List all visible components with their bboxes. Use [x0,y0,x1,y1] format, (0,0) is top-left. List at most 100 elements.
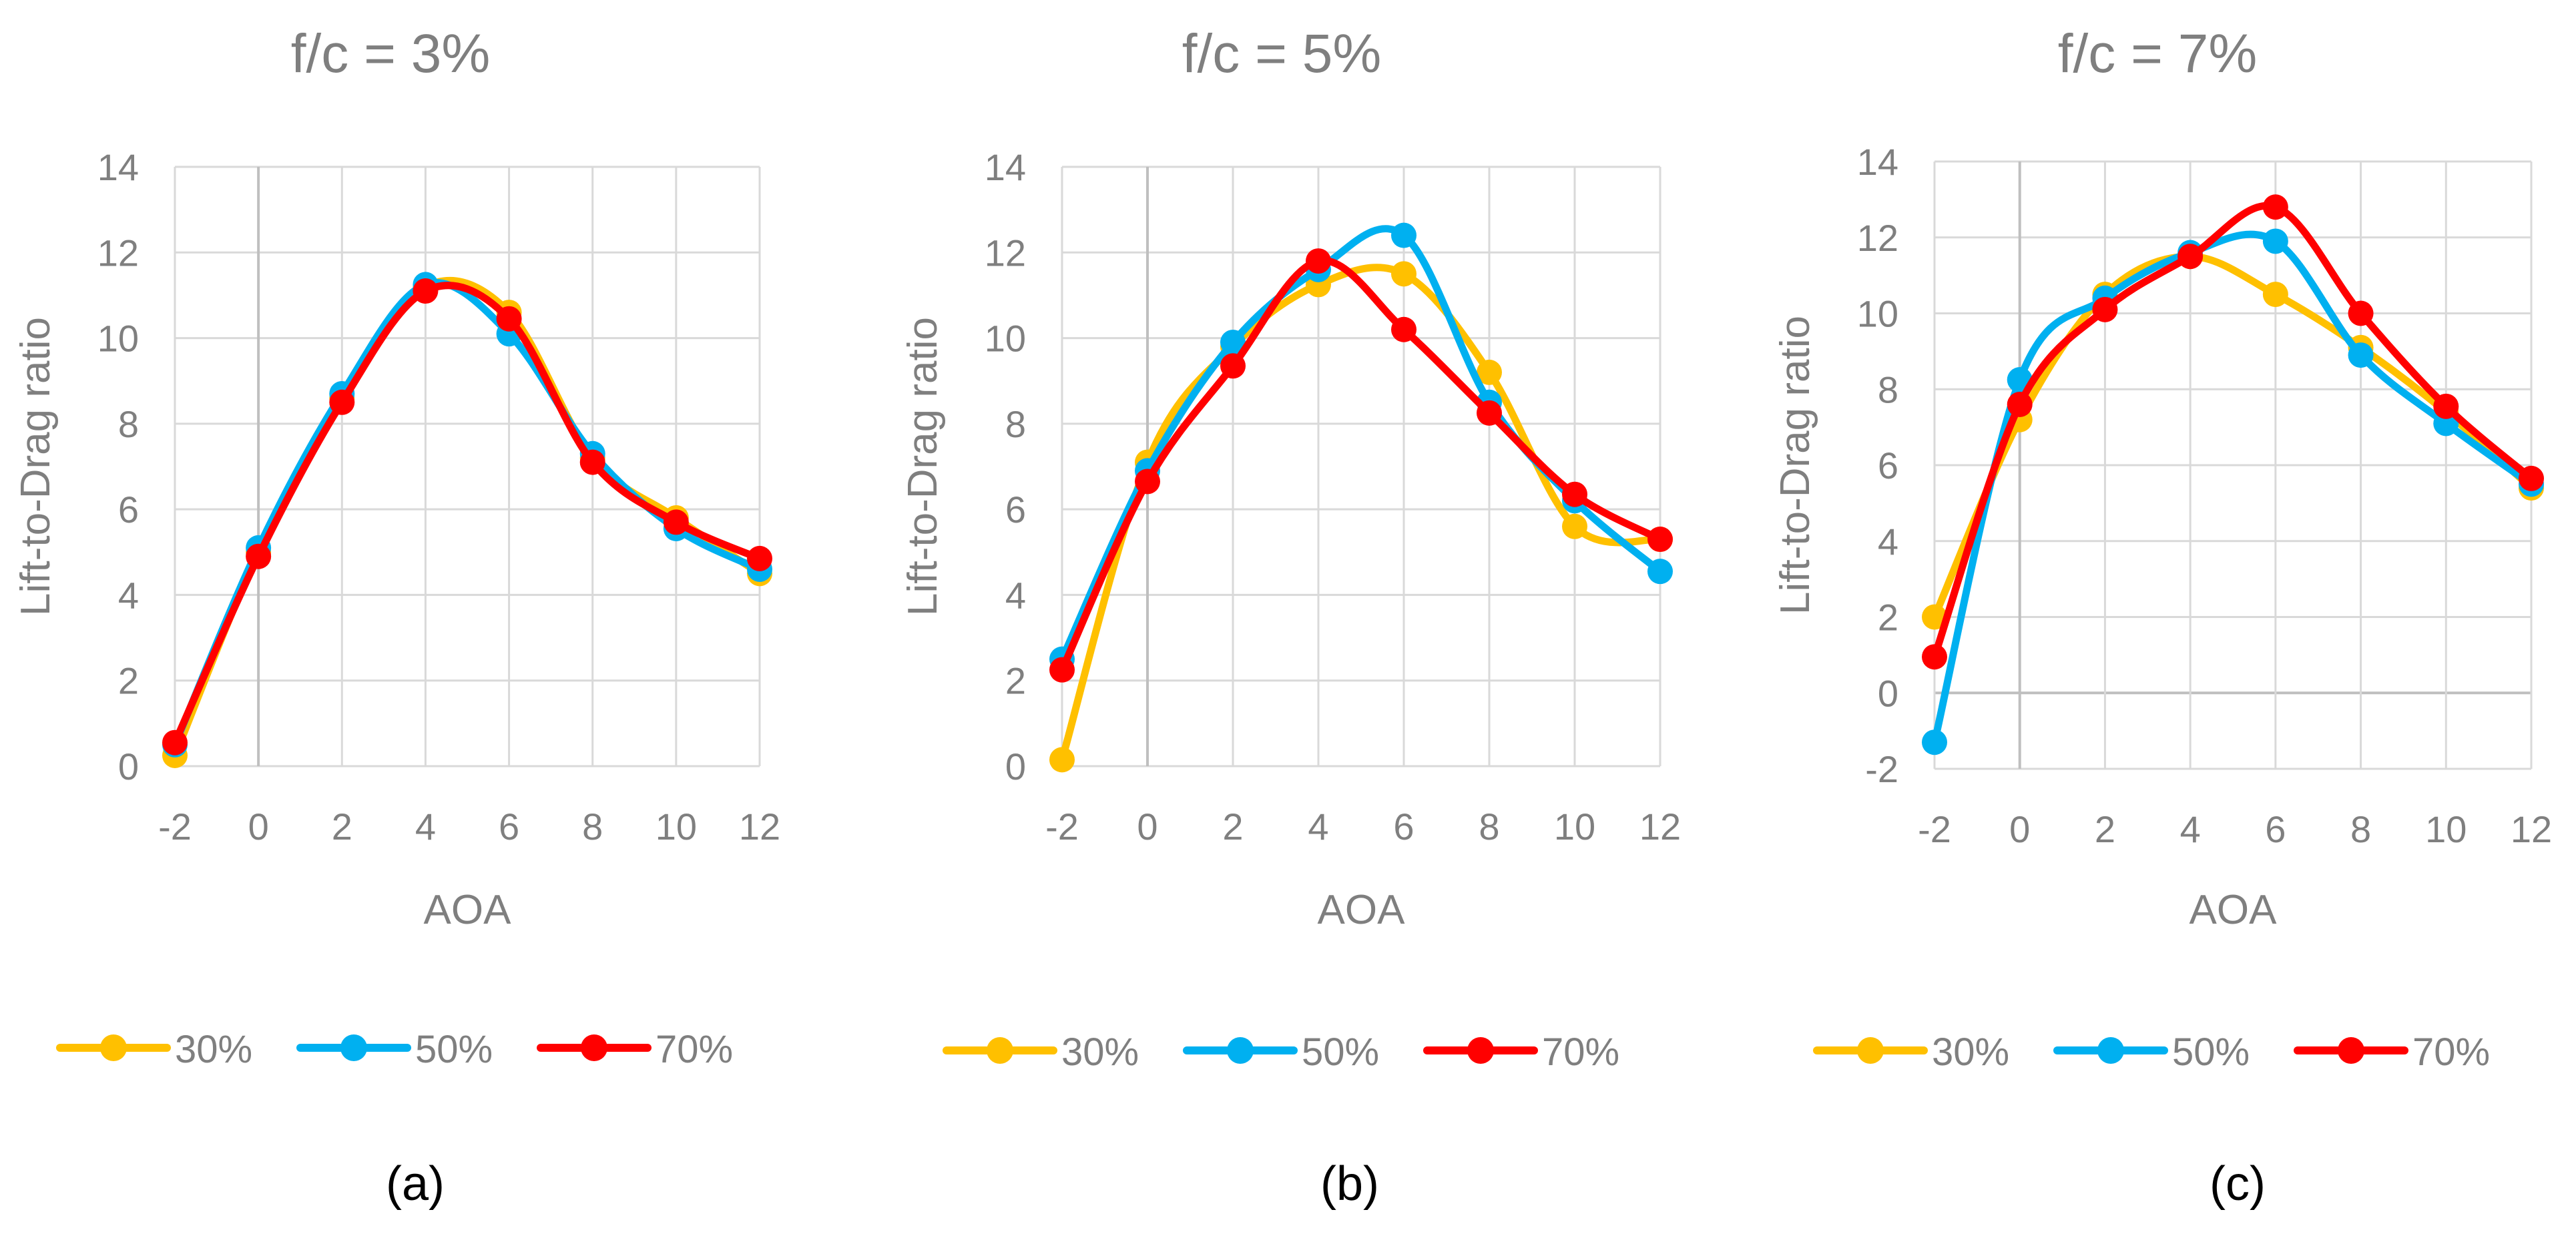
series-line-30 [1930,252,2535,621]
x-tick-label: 8 [1479,806,1499,848]
data-point-70 [413,278,439,304]
data-point-30 [1391,261,1416,287]
y-tick-label: 6 [118,489,139,531]
y-tick-label: 14 [985,146,1026,188]
legend-marker-70 [2338,1037,2364,1064]
x-tick-label: -2 [1918,808,1951,850]
y-tick-label: 10 [97,318,139,360]
data-point-30 [2262,282,2288,308]
x-tick-label: 6 [1393,806,1414,848]
y-tick-label: 14 [1857,141,1898,183]
legend-label: 30% [1061,1030,1139,1074]
x-tick-label: 12 [2511,808,2552,850]
x-tick-label: -2 [1045,806,1079,848]
y-tick-label: 0 [1878,672,1898,714]
x-tick-label: 4 [1308,806,1328,848]
legend-label: 70% [2412,1030,2490,1074]
legend-label: 50% [1302,1030,1379,1074]
data-point-50 [2262,228,2288,254]
x-tick-label: 0 [1137,806,1157,848]
data-point-70 [496,306,522,332]
legend-marker-30 [987,1037,1013,1064]
data-point-70 [2348,300,2374,326]
y-tick-label: 2 [1005,660,1026,702]
data-point-70 [663,509,689,535]
data-point-70 [2433,393,2459,419]
legend-label: 50% [2172,1030,2250,1074]
x-tick-label: 0 [2009,808,2030,850]
chart-panel-2: f/c = 5% 0 2 4 6 8 10 12 14 -2 0 2 4 6 8 10 12 AOA Lift-to… [900,23,1681,1211]
x-tick-label: 12 [1639,806,1681,848]
y-tick-label: 4 [118,574,139,616]
data-point-70 [1477,400,1502,426]
series-line-30 [1058,264,1664,763]
y-tick-label: 8 [118,403,139,445]
data-point-70 [2092,296,2118,322]
x-tick-label: 12 [739,806,780,848]
x-tick-label: 0 [248,806,269,848]
series-line-70 [1930,202,2535,661]
y-tick-label: 2 [118,660,139,702]
data-point-70 [1922,644,1947,670]
data-point-50 [1647,559,1673,585]
panel-label: (b) [1320,1157,1379,1211]
data-point-30 [1477,359,1502,385]
data-point-70 [1049,657,1075,683]
data-point-70 [1391,316,1416,342]
legend-marker-50 [340,1034,367,1061]
y-axis-label: Lift-to-Drag ratio [900,317,946,616]
y-tick-label: 8 [1005,403,1026,445]
data-point-50 [2348,342,2374,368]
x-tick-label: 2 [1222,806,1243,848]
y-tick-label: -2 [1865,748,1898,790]
data-point-70 [1306,248,1331,274]
legend-marker-30 [100,1034,127,1061]
y-tick-label: 0 [118,745,139,788]
data-point-70 [2262,194,2288,220]
data-point-70 [579,449,605,475]
data-point-70 [1220,353,1246,379]
legend-label: 30% [1932,1030,2009,1074]
chart-panel-3: f/c = 7% -2 0 2 4 6 8 10 12 14 -2 0 2 4 6 8 10 12 AOA Lift-… [1772,23,2552,1211]
x-tick-label: 4 [2180,808,2201,850]
y-tick-label: 4 [1005,574,1026,616]
x-tick-label: 10 [656,806,697,848]
x-tick-label: 10 [1554,806,1595,848]
y-axis-label: Lift-to-Drag ratio [1772,316,1818,615]
x-tick-label: 6 [499,806,519,848]
y-tick-label: 14 [97,146,139,188]
y-tick-label: 10 [1857,293,1898,335]
data-point-50 [1220,329,1246,355]
data-point-30 [1049,747,1075,773]
legend-marker-50 [1227,1037,1254,1064]
y-tick-label: 12 [97,232,139,274]
x-tick-label: -2 [158,806,192,848]
legend-marker-50 [2097,1037,2124,1064]
panel-label: (a) [386,1157,445,1211]
y-tick-label: 12 [1857,217,1898,259]
x-axis-label: AOA [1318,887,1406,933]
x-tick-label: 8 [2350,808,2371,850]
data-point-50 [1922,729,1947,755]
chart-title: f/c = 5% [1182,23,1382,84]
legend-label: 30% [175,1028,252,1071]
legend-marker-70 [1467,1037,1494,1064]
chart-title: f/c = 3% [291,23,491,84]
data-point-30 [1922,604,1947,630]
y-tick-label: 4 [1878,521,1898,563]
x-tick-label: 4 [415,806,436,848]
series-line-50 [1930,230,2535,746]
y-tick-label: 12 [985,232,1026,274]
y-tick-label: 0 [1005,745,1026,788]
x-tick-label: 6 [2265,808,2286,850]
data-point-70 [1135,469,1160,495]
data-point-70 [329,389,355,415]
panel-label: (c) [2210,1157,2266,1211]
chart-title: f/c = 7% [2058,23,2258,84]
x-tick-label: 10 [2425,808,2467,850]
data-point-70 [246,543,272,569]
data-point-70 [162,729,188,755]
y-tick-label: 6 [1878,444,1898,487]
data-point-70 [747,545,772,571]
